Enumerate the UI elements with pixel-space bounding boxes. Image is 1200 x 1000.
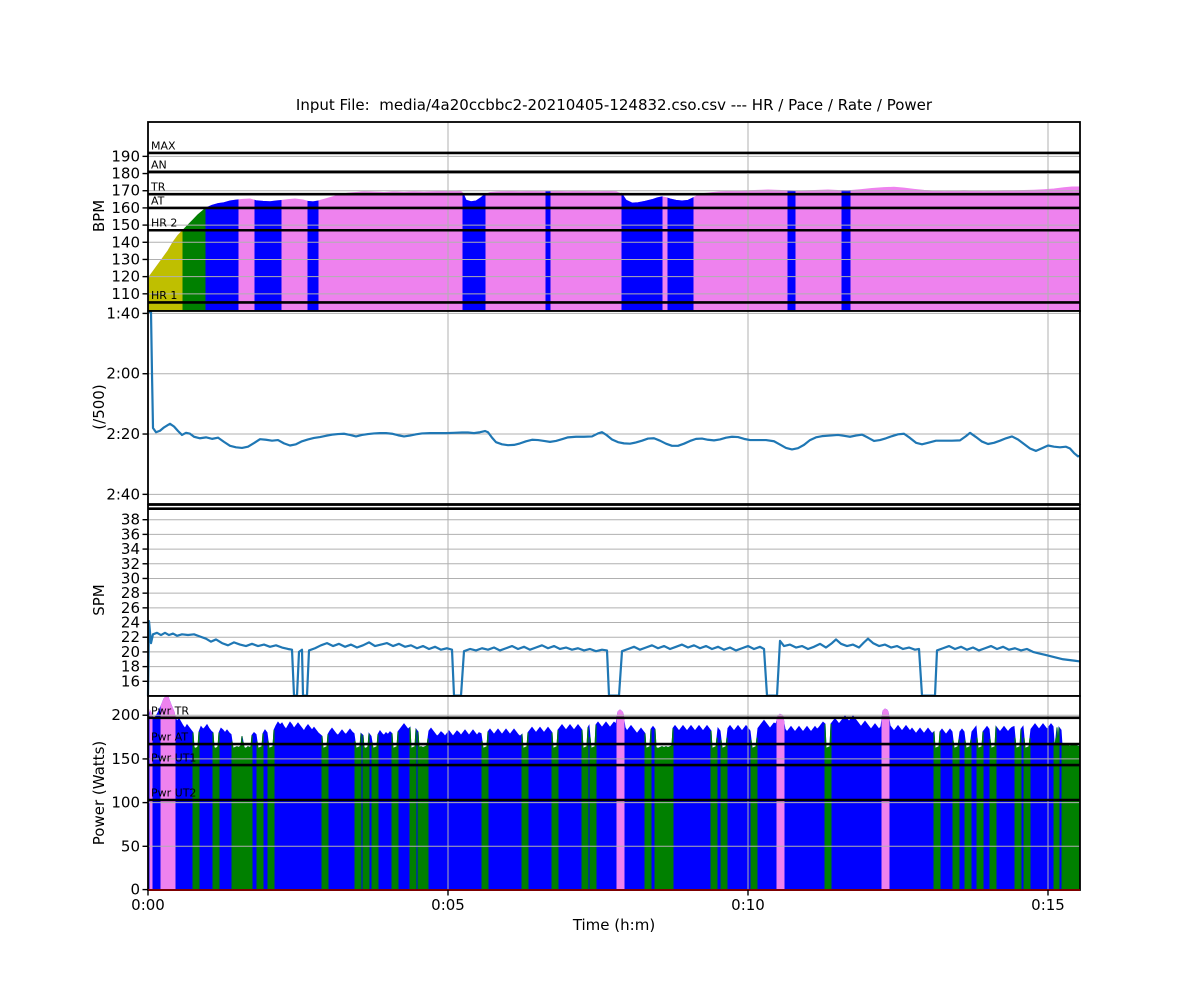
power-zone-fill-green (750, 737, 758, 891)
power-zone-fill-green (212, 732, 220, 891)
hr-ytick-label: 120 (111, 268, 140, 286)
spm-ytick-label: 30 (121, 569, 140, 587)
power-zone-fill-green (581, 727, 589, 891)
hr-ytick-label: 150 (111, 216, 140, 234)
spm-ytick-label: 20 (121, 643, 140, 661)
power-zone-fill-green (1023, 737, 1031, 891)
hr-threshold-label: HR 2 (151, 217, 177, 230)
power-zone-fill-green (976, 731, 984, 891)
xtick-label: 0:10 (731, 896, 765, 914)
xtick-label: 0:05 (431, 896, 465, 914)
spm-series-line (146, 619, 1081, 697)
hr-ytick-label: 130 (111, 250, 140, 268)
power-zone-fill-green (417, 731, 429, 891)
spm-ytick-label: 32 (121, 555, 140, 573)
power-threshold-label: Pwr AT (151, 731, 188, 744)
power-zone-fill-green (952, 739, 960, 891)
hr-ytick-label: 110 (111, 285, 140, 303)
power-ytick-label: 0 (130, 881, 140, 899)
power-zone-fill-green (589, 724, 597, 891)
spm-ytick-label: 24 (121, 614, 140, 632)
power-zone-fill-green (1014, 729, 1022, 891)
pace-ytick-label: 2:20 (106, 425, 140, 443)
hr-threshold-label: AN (151, 158, 167, 171)
power-zone-fill-green (824, 723, 832, 891)
power-zone-fill-green (644, 729, 652, 891)
hr-zone-fill-blue (254, 199, 282, 312)
power-zone-fill-green (710, 730, 718, 891)
power-threshold-label: Pwr UT2 (151, 786, 196, 799)
power-ytick-label: 50 (121, 837, 140, 855)
power-threshold-label: Pwr UT1 (151, 752, 196, 765)
power-zone-fill-green (933, 731, 941, 891)
pace-panel: 1:40 2:00 2:20 2:40 (106, 304, 1081, 505)
hr-threshold-label: TR (150, 181, 166, 194)
hr-ytick-label: 160 (111, 199, 140, 217)
hr-threshold-label: HR 1 (151, 289, 177, 302)
power-zone-fill-green (354, 733, 362, 891)
power-zone-fill-green (371, 734, 379, 891)
power-zone-fill-green (964, 739, 972, 891)
hr-ytick-label: 170 (111, 182, 140, 200)
spm-ytick-label: 16 (121, 672, 140, 690)
hr-zone-fill-blue (667, 197, 694, 312)
hr-zone-fill-blue (621, 192, 663, 312)
xtick-label: 0:00 (131, 896, 165, 914)
power-zone-fill-green (521, 732, 529, 891)
power-zone-fill-green (391, 731, 399, 891)
chart-title: Input File: media/4a20ccbbc2-20210405-12… (295, 96, 933, 114)
power-ytick-label: 100 (111, 794, 140, 812)
hr-ytick-label: 140 (111, 233, 140, 251)
spm-ytick-label: 26 (121, 599, 140, 617)
power-ytick-label: 200 (111, 706, 140, 724)
pace-series-line (149, 310, 1081, 458)
hr-zone-fill-blue (462, 193, 486, 312)
power-zone-fill-green (481, 731, 489, 891)
power-zone-fill-green (267, 730, 275, 891)
spm-ytick-label: 18 (121, 658, 140, 676)
power-zone-fill-green (362, 733, 370, 891)
power-zone-fill-green (720, 737, 728, 891)
pace-ytick-label: 2:00 (106, 365, 140, 383)
hr-threshold-label: AT (151, 194, 165, 207)
power-zone-fill-green (192, 731, 200, 891)
hr-zone-fill-blue (205, 199, 239, 312)
spm-ytick-label: 36 (121, 525, 140, 543)
pace-ytick-label: 2:40 (106, 485, 140, 503)
time-axis-label: Time (h:m) (572, 916, 656, 934)
power-zone-fill-green (321, 734, 329, 891)
power-ytick-label: 150 (111, 750, 140, 768)
pace-ytick-label: 1:40 (106, 304, 140, 322)
hr-zone-fill-blue (307, 200, 319, 312)
power-zone-fill-green (1053, 737, 1057, 891)
hr-ytick-label: 180 (111, 165, 140, 183)
hr-zone-fill-violet (147, 186, 1081, 312)
x-axis: 0:00 0:05 0:10 0:15 (131, 890, 1065, 914)
power-panel: Pwr TR Pwr AT Pwr UT1 Pwr UT2 0 50 100 150 200 (111, 695, 1081, 899)
power-zone-fill-green (231, 736, 243, 891)
hr-threshold-label: MAX (151, 139, 176, 152)
power-zone-fill-green (256, 733, 264, 891)
spm-ytick-label: 28 (121, 584, 140, 602)
power-threshold-label: Pwr TR (151, 704, 189, 717)
hr-zone-fill-blue (545, 191, 551, 312)
power-zone-fill-green (551, 730, 559, 891)
power-zone-fill-green (989, 726, 997, 891)
spm-ytick-label: 38 (121, 511, 140, 529)
power-zone-fill-green (1056, 727, 1060, 891)
spm-ytick-label: 22 (121, 628, 140, 646)
hr-ytick-label: 190 (111, 147, 140, 165)
spm-ytick-label: 34 (121, 540, 140, 558)
xtick-label: 0:15 (1031, 896, 1065, 914)
power-zone-fill-green (654, 728, 674, 891)
power-zone-fill-green (409, 727, 417, 891)
